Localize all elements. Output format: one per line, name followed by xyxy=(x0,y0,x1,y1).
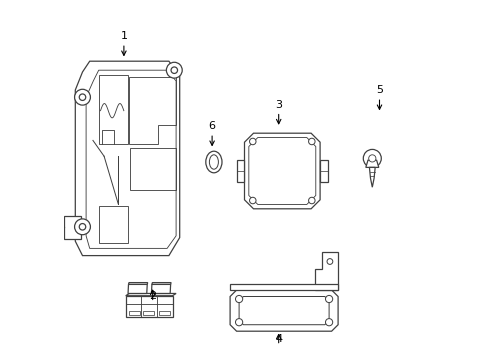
Polygon shape xyxy=(125,293,176,296)
Circle shape xyxy=(308,138,314,145)
Polygon shape xyxy=(128,284,147,293)
Text: 1: 1 xyxy=(120,31,127,41)
Circle shape xyxy=(308,197,314,204)
Circle shape xyxy=(325,319,332,326)
Circle shape xyxy=(166,62,182,78)
Polygon shape xyxy=(75,61,179,256)
Polygon shape xyxy=(320,161,327,181)
Polygon shape xyxy=(151,284,170,293)
Polygon shape xyxy=(236,161,244,181)
Text: 5: 5 xyxy=(375,85,382,95)
Circle shape xyxy=(325,296,332,303)
Text: 6: 6 xyxy=(208,121,215,131)
Circle shape xyxy=(363,149,381,167)
Polygon shape xyxy=(125,296,172,317)
Polygon shape xyxy=(152,283,171,284)
Circle shape xyxy=(171,67,177,73)
Polygon shape xyxy=(64,216,81,239)
Polygon shape xyxy=(368,167,374,187)
Circle shape xyxy=(235,319,242,326)
Circle shape xyxy=(75,219,90,235)
Circle shape xyxy=(368,155,375,162)
Polygon shape xyxy=(128,283,147,284)
Polygon shape xyxy=(159,311,169,315)
Ellipse shape xyxy=(205,151,222,173)
Polygon shape xyxy=(143,311,153,315)
Circle shape xyxy=(235,296,242,303)
Circle shape xyxy=(326,258,332,264)
Polygon shape xyxy=(129,311,139,315)
Text: 2: 2 xyxy=(149,291,156,301)
Polygon shape xyxy=(244,133,320,209)
Text: 3: 3 xyxy=(275,100,282,110)
Polygon shape xyxy=(230,290,337,331)
Polygon shape xyxy=(230,284,337,290)
Circle shape xyxy=(75,89,90,105)
Circle shape xyxy=(249,197,256,204)
Circle shape xyxy=(79,224,85,230)
Text: 4: 4 xyxy=(275,334,282,344)
Circle shape xyxy=(249,138,256,145)
Polygon shape xyxy=(314,252,337,290)
Polygon shape xyxy=(365,160,378,167)
Circle shape xyxy=(79,94,85,100)
